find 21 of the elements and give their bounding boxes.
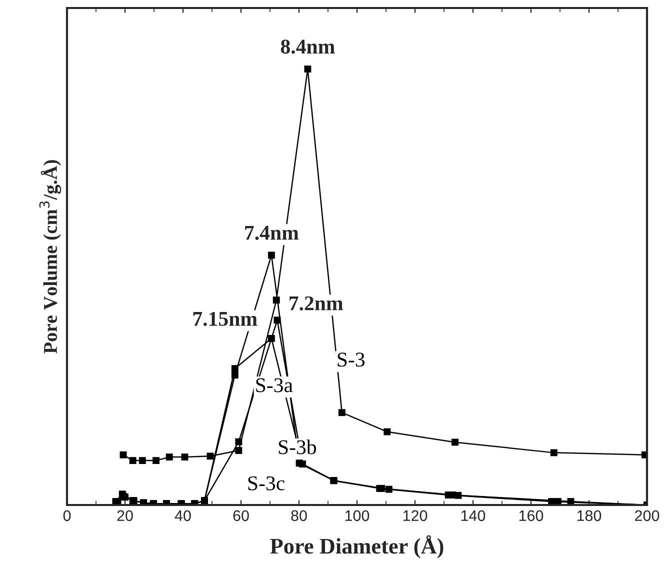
- annotation: 7.4nm: [245, 226, 299, 240]
- x-tick-label: 180: [577, 510, 602, 522]
- x-axis-title: Pore Diameter (Å): [270, 535, 444, 558]
- x-tick-label: 140: [461, 510, 486, 522]
- x-tick-label: 200: [635, 510, 660, 522]
- x-tick-label: 60: [233, 510, 249, 522]
- series-label: S-3b: [278, 440, 316, 454]
- x-tick-label: 20: [117, 510, 133, 522]
- series-label: S-3: [338, 352, 364, 367]
- x-tick-label: 100: [345, 510, 370, 522]
- annotation: 7.15nm: [193, 312, 258, 326]
- annotation: 8.4nm: [280, 40, 335, 54]
- series-label: S-3a: [256, 378, 293, 392]
- x-tick-label: 120: [403, 510, 428, 522]
- y-axis-title: Pore Volume (cm$^{3}$/g.Å): [39, 160, 62, 354]
- x-tick-label: 0: [63, 510, 71, 522]
- series-label: S-3c: [248, 476, 284, 490]
- x-tick-label: 40: [174, 510, 191, 522]
- x-tick-label: 80: [291, 510, 307, 522]
- x-tick-label: 160: [519, 510, 544, 522]
- annotation: 7.2nm: [290, 296, 343, 310]
